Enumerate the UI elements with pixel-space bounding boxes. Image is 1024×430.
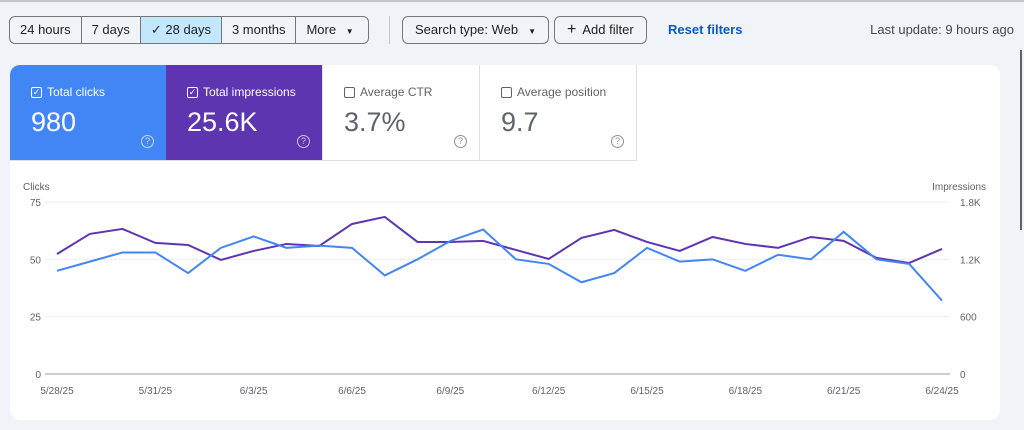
y-left-tick: 25 — [30, 313, 42, 324]
check-icon: ✓ — [150, 22, 166, 37]
metric-label: Total impressions — [203, 85, 296, 99]
top-divider — [0, 0, 1024, 2]
divider — [389, 16, 390, 44]
y-right-axis-label: Impressions — [932, 182, 986, 193]
metric-total-clicks[interactable]: ✓ Total clicks 980 ? — [10, 65, 167, 161]
metric-average-position[interactable]: Average position 9.7 ? — [480, 65, 637, 161]
metric-label: Total clicks — [47, 85, 106, 99]
more-label: More — [306, 22, 337, 37]
x-tick: 6/12/25 — [532, 386, 566, 397]
help-icon[interactable]: ? — [297, 135, 310, 148]
y-right-tick: 600 — [960, 313, 977, 324]
x-tick: 6/9/25 — [436, 386, 464, 397]
y-right-tick: 1.2K — [960, 255, 981, 266]
plus-icon: + — [567, 21, 577, 38]
checkbox-checked-icon: ✓ — [187, 86, 198, 98]
x-tick: 5/31/25 — [139, 386, 173, 397]
metric-total-impressions[interactable]: ✓ Total impressions 25.6K ? — [166, 65, 323, 161]
add-filter-button[interactable]: + Add filter — [554, 16, 647, 44]
scrollbar[interactable] — [1020, 50, 1022, 230]
x-tick: 6/6/25 — [338, 386, 366, 397]
y-left-axis-label: Clicks — [23, 182, 50, 193]
x-tick: 6/18/25 — [729, 386, 763, 397]
x-tick: 6/21/25 — [827, 386, 861, 397]
checkbox-unchecked-icon — [344, 86, 355, 98]
y-right-tick: 1.8K — [960, 198, 981, 209]
metric-value: 25.6K — [187, 107, 258, 137]
metric-value: 9.7 — [501, 107, 539, 137]
x-tick: 6/15/25 — [630, 386, 664, 397]
x-tick: 5/28/25 — [40, 386, 74, 397]
checkbox-checked-icon: ✓ — [31, 86, 42, 98]
reset-filters-link[interactable]: Reset filters — [668, 22, 743, 37]
last-update-text: Last update: 9 hours ago — [870, 22, 1014, 37]
search-type-label: Search type: Web — [415, 22, 519, 37]
help-icon[interactable]: ? — [611, 135, 624, 148]
range-28-days[interactable]: ✓ 28 days — [140, 17, 222, 43]
range-more[interactable]: More ▼ — [296, 17, 367, 43]
y-right-tick: 0 — [960, 370, 966, 381]
series-line-impressions — [56, 215, 943, 264]
caret-down-icon: ▼ — [528, 27, 537, 36]
range-7-days[interactable]: 7 days — [82, 17, 141, 43]
help-icon[interactable]: ? — [454, 135, 467, 148]
performance-card: ✓ Total clicks 980 ? ✓ Total impressions 2… — [10, 65, 1000, 420]
metric-average-ctr[interactable]: Average CTR 3.7% ? — [323, 65, 480, 161]
metric-label: Average CTR — [360, 85, 433, 99]
metric-value: 3.7% — [344, 107, 406, 137]
add-filter-label: Add filter — [582, 22, 634, 37]
search-type-button[interactable]: Search type: Web ▼ — [402, 16, 550, 44]
caret-down-icon: ▼ — [345, 27, 354, 36]
checkbox-unchecked-icon — [501, 86, 512, 98]
range-3-months[interactable]: 3 months — [222, 17, 297, 43]
y-left-tick: 50 — [30, 255, 42, 266]
date-range-selector: 24 hours 7 days ✓ 28 days 3 months More … — [9, 16, 369, 44]
help-icon[interactable]: ? — [141, 135, 154, 148]
metric-label: Average position — [517, 85, 607, 99]
metric-value: 980 — [31, 107, 77, 137]
series-line-clicks — [56, 228, 943, 302]
y-left-tick: 75 — [30, 198, 42, 209]
x-tick: 6/3/25 — [240, 386, 268, 397]
y-left-tick: 0 — [35, 370, 41, 381]
range-label: 28 days — [165, 22, 211, 37]
x-tick: 6/24/25 — [925, 386, 959, 397]
range-24-hours[interactable]: 24 hours — [10, 17, 82, 43]
